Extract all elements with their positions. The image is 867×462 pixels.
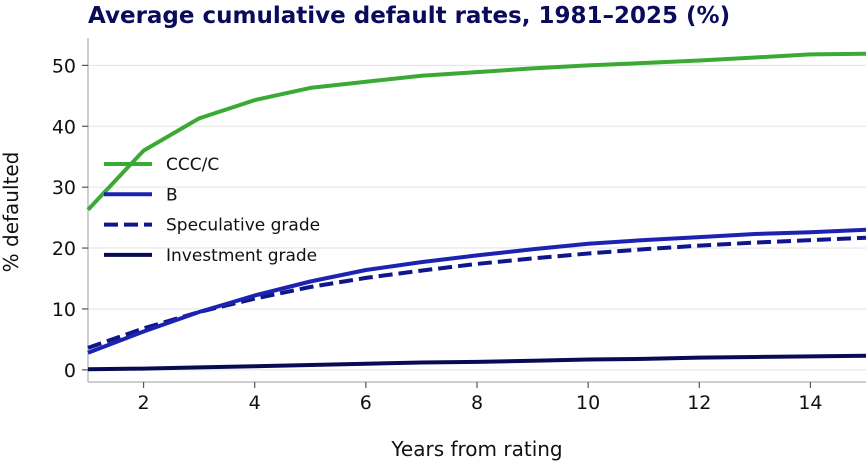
axes (87, 38, 866, 383)
x-ticks: 2 4 6 8 10 12 14 (138, 382, 823, 414)
legend-label: B (166, 185, 178, 205)
legend: CCC/C B Speculative grade Investment grade (104, 155, 320, 266)
series-line-b (87, 227, 867, 355)
x-tick-label: 14 (798, 392, 822, 414)
legend-label: CCC/C (166, 155, 219, 175)
x-tick-label: 2 (138, 392, 150, 414)
chart-title: Average cumulative default rates, 1981–2… (88, 3, 730, 29)
y-tick-label: 30 (52, 177, 76, 199)
x-tick-label: 4 (249, 392, 261, 414)
y-tick-label: 50 (52, 55, 76, 77)
x-tick-label: 6 (360, 392, 372, 414)
x-axis-label: Years from rating (390, 437, 562, 461)
legend-label: Investment grade (166, 246, 317, 266)
series-line-investment-grade (87, 353, 867, 372)
gridlines (88, 64, 866, 371)
x-tick-label: 8 (471, 392, 483, 414)
y-tick-label: 0 (64, 360, 76, 382)
series-lines (86, 51, 867, 372)
series-line-ccc-c (86, 51, 867, 212)
y-axis-label: % defaulted (0, 152, 23, 273)
y-ticks: 0 10 20 30 40 50 (52, 55, 88, 382)
legend-label: Speculative grade (166, 216, 320, 236)
x-tick-label: 12 (687, 392, 711, 414)
y-tick-label: 10 (52, 299, 76, 321)
y-tick-label: 20 (52, 238, 76, 260)
x-tick-label: 10 (576, 392, 600, 414)
y-tick-label: 40 (52, 116, 76, 138)
